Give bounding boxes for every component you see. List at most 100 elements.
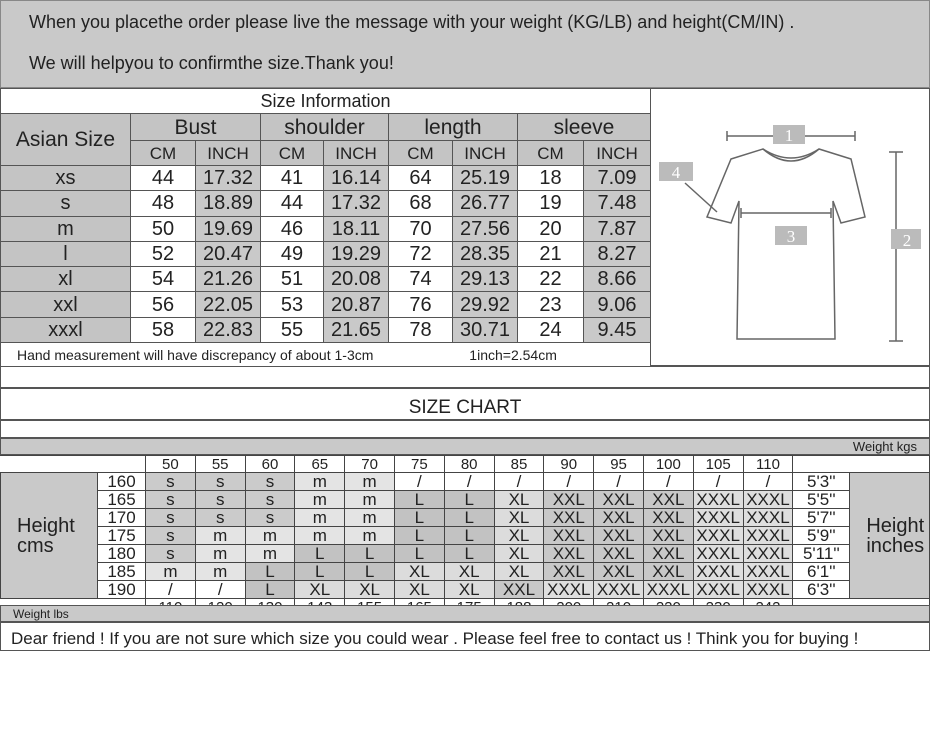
discrepancy-note: Hand measurement will have discrepancy o… (17, 346, 374, 363)
recommended-size-cell: L (443, 490, 495, 509)
size-row: xs 44 17.32 41 16.14 64 25.19 18 7.09 (0, 164, 651, 192)
measurement-cell: 21 (517, 240, 584, 268)
measurement-cell: 23 (517, 291, 584, 318)
recommended-size-cell: m (194, 544, 246, 563)
measurement-cell: 7.87 (583, 215, 651, 242)
weight-lbs-label: Weight lbs (0, 605, 930, 622)
recommended-size-cell: XXL (543, 508, 595, 527)
recommended-size-cell: s (194, 490, 246, 509)
recommended-size-cell: / (742, 472, 794, 491)
recommended-size-cell: / (593, 472, 644, 491)
recommended-size-cell: XXL (593, 526, 644, 545)
recommended-size-cell: XL (393, 580, 445, 599)
measurement-cell: 22.83 (195, 316, 261, 344)
measurement-cell: 29.13 (452, 266, 518, 293)
measurement-cell: 18.89 (195, 190, 261, 217)
measurement-cell: 16.14 (323, 164, 389, 192)
size-row: xl 54 21.26 51 20.08 74 29.13 22 8.66 (0, 266, 651, 293)
height-inch-cell: 5'5'' (792, 490, 851, 509)
size-row: m 50 19.69 46 18.11 70 27.56 20 7.87 (0, 215, 651, 242)
measurement-cell: 46 (260, 215, 324, 242)
unit-header: CM (388, 140, 453, 166)
recommended-size-cell: L (443, 526, 495, 545)
recommended-size-cell: XXL (593, 508, 644, 527)
measurement-cell: 26.77 (452, 190, 518, 217)
recommended-size-cell: / (393, 472, 445, 491)
spacer-row (0, 420, 930, 438)
measurement-cell: 19 (517, 190, 584, 217)
measurement-cell: 48 (130, 190, 196, 217)
measurement-cell: 55 (260, 316, 324, 344)
size-info-title: Size Information (0, 88, 651, 114)
recommended-size-cell: m (294, 472, 346, 491)
recommended-size-cell: XXXL (742, 508, 794, 527)
recommended-size-cell: s (145, 490, 196, 509)
height-inch-cell: 6'3'' (792, 580, 851, 599)
weight-kgs-cell: 75 (393, 455, 445, 473)
recommended-size-cell: XXXL (692, 490, 744, 509)
measurement-cell: 70 (388, 215, 453, 242)
measurement-cell: 7.48 (583, 190, 651, 217)
recommended-size-cell: m (344, 508, 395, 527)
measurement-cell: 20.47 (195, 240, 261, 268)
height-row: 165 s s s m m L L XL XXL XXL XXL XXXL XXXL 5'5'' (1, 490, 930, 509)
size-label: xxl (0, 291, 131, 318)
measurement-cell: 7.09 (583, 164, 651, 192)
recommended-size-cell: XXXL (593, 580, 644, 599)
recommended-size-cell: XL (393, 562, 445, 581)
recommended-size-cell: XL (493, 526, 545, 545)
recommended-size-cell: L (344, 562, 395, 581)
recommended-size-cell: L (443, 508, 495, 527)
recommended-size-cell: s (145, 508, 196, 527)
recommended-size-cell: L (393, 526, 445, 545)
recommended-size-cell: / (642, 472, 694, 491)
measurement-cell: 24 (517, 316, 584, 344)
measurement-cell: 28.35 (452, 240, 518, 268)
measurement-cell: 44 (130, 164, 196, 192)
weight-kgs-cell: 85 (493, 455, 545, 473)
height-cm-cell: 185 (97, 562, 146, 581)
measurement-cell: 41 (260, 164, 324, 192)
weight-kgs-label: Weight kgs (0, 438, 930, 455)
recommended-size-cell: XXL (593, 544, 644, 563)
measurement-cell: 18.11 (323, 215, 389, 242)
recommended-size-cell: XL (493, 544, 545, 563)
tshirt-outline-icon: 1 2 3 4 (659, 125, 921, 342)
measurement-cell: 17.32 (323, 190, 389, 217)
diagram-label-3: 3 (787, 227, 796, 246)
recommended-size-cell: m (344, 526, 395, 545)
recommended-size-cell: m (294, 526, 346, 545)
measurement-cell: 19.69 (195, 215, 261, 242)
bust-header: Bust (130, 113, 261, 141)
height-cm-cell: 170 (97, 508, 146, 527)
measurement-cell: 74 (388, 266, 453, 293)
unit-header: INCH (323, 140, 389, 166)
height-row: 190// L XL XL XL XL XXL XXXL XXXL XXXL XXXL XXXL 6'3… (1, 580, 930, 599)
recommended-size-cell: s (194, 472, 246, 491)
recommended-size-cell: XXXL (642, 580, 694, 599)
measurement-cell: 53 (260, 291, 324, 318)
recommended-size-cell: m (294, 508, 346, 527)
height-cms-text: Height (17, 514, 75, 537)
recommended-size-cell: XXL (543, 490, 595, 509)
size-row: s 48 18.89 44 17.32 68 26.77 19 7.48 (0, 190, 651, 217)
recommended-size-cell: XXXL (692, 508, 744, 527)
recommended-size-cell: m (344, 490, 395, 509)
measurement-cell: 8.66 (583, 266, 651, 293)
recommended-size-cell: / (194, 580, 246, 599)
recommended-size-cell: XXL (543, 562, 595, 581)
height-cms-text: cms (17, 534, 54, 557)
recommended-size-cell: m (294, 490, 346, 509)
height-cm-cell: 180 (97, 544, 146, 563)
height-inches-label: Height inches (849, 472, 930, 599)
recommended-size-cell: XXXL (692, 544, 744, 563)
recommended-size-cell: s (145, 544, 196, 563)
recommended-size-cell: XXXL (742, 562, 794, 581)
height-inch-cell: 5'9'' (792, 526, 851, 545)
height-cm-cell: 165 (97, 490, 146, 509)
recommended-size-cell: L (443, 544, 495, 563)
recommended-size-cell: XXL (593, 562, 644, 581)
measurement-cell: 72 (388, 240, 453, 268)
recommended-size-cell: XXL (642, 490, 694, 509)
recommended-size-cell: m (244, 544, 296, 563)
